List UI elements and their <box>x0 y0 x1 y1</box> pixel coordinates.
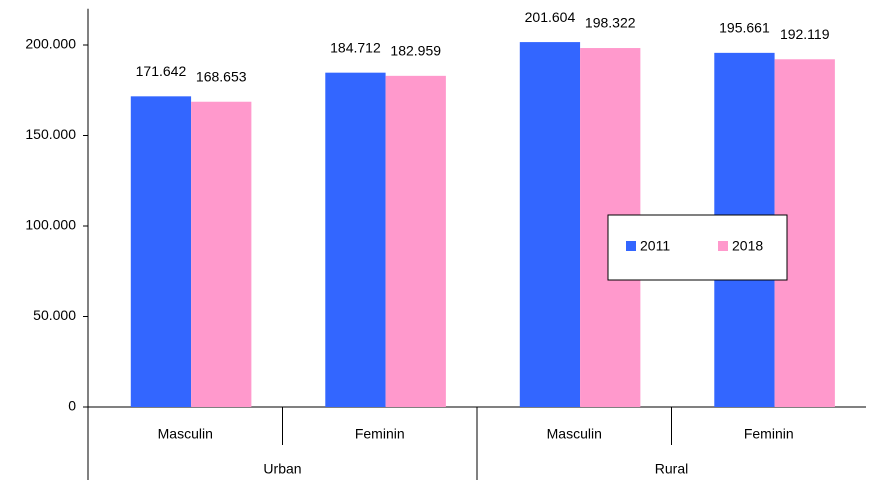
legend-label: 2011 <box>640 238 670 254</box>
bar <box>325 72 386 408</box>
x-tick-label: Feminin <box>744 426 794 442</box>
x-tick-label: Feminin <box>355 426 405 442</box>
bar <box>130 96 192 408</box>
y-tick-label: 0 <box>68 398 76 414</box>
data-label: 171.642 <box>136 63 187 79</box>
group-label: Rural <box>655 461 688 477</box>
x-tick-label: Masculin <box>158 426 213 442</box>
bar <box>519 42 581 407</box>
data-label: 192.119 <box>780 26 830 42</box>
data-label: 198.322 <box>585 15 636 31</box>
group-label: Urban <box>263 461 301 477</box>
y-tick-label: 200.000 <box>25 36 76 52</box>
bar <box>191 101 252 407</box>
y-tick-label: 50.000 <box>33 307 76 323</box>
legend-swatch <box>626 241 636 251</box>
bar <box>385 75 446 407</box>
data-label: 182.959 <box>390 43 441 59</box>
data-label: 168.653 <box>196 68 247 84</box>
x-tick-label: Masculin <box>547 426 602 442</box>
data-label: 201.604 <box>525 9 576 25</box>
y-tick-label: 100.000 <box>25 217 76 233</box>
legend-swatch <box>718 241 728 251</box>
legend-label: 2018 <box>732 238 763 254</box>
y-tick-label: 150.000 <box>25 126 76 142</box>
data-label: 195.661 <box>719 20 770 36</box>
data-label: 184.712 <box>330 39 381 55</box>
legend-box <box>607 214 788 281</box>
